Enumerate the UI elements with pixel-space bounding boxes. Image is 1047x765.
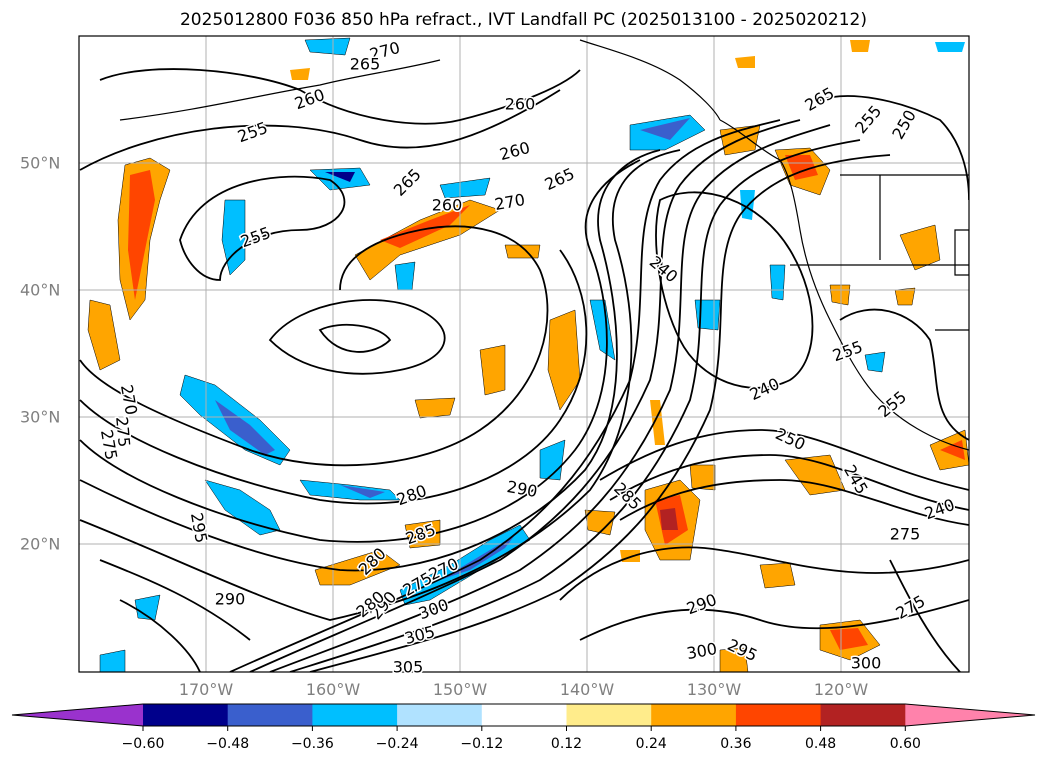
lon-label: 130°W <box>686 680 742 699</box>
colorbar-tick-label: −0.60 <box>121 736 165 752</box>
contour-label: 265 <box>350 55 381 74</box>
colorbar-swatch <box>143 704 229 726</box>
colorbar-tick-label: 0.12 <box>550 736 583 752</box>
colorbar-swatch <box>651 704 737 726</box>
map-frame <box>78 35 970 673</box>
colorbar-swatch <box>397 704 483 726</box>
colorbar-tick-label: 0.60 <box>889 736 921 752</box>
contour-label: 275 <box>112 416 134 448</box>
lon-label: 140°W <box>559 680 615 699</box>
lon-label: 120°W <box>813 680 869 699</box>
contour-label: 260 <box>505 95 536 114</box>
colorbar-swatch <box>481 704 567 726</box>
lat-label: 50°N <box>20 153 61 173</box>
colorbar <box>11 703 1036 731</box>
lat-label: 30°N <box>20 407 61 427</box>
contour-label: 275 <box>890 525 921 544</box>
colorbar-arrow-high <box>905 704 1035 726</box>
lon-label: 170°W <box>178 680 234 699</box>
contour-label: 290 <box>215 590 246 609</box>
colorbar-arrow-low <box>12 704 143 726</box>
colorbar-tick-label: 0.48 <box>805 736 837 752</box>
lon-label: 150°W <box>432 680 488 699</box>
lat-label: 20°N <box>20 534 61 554</box>
negative-anomaly-shading <box>99 37 965 672</box>
colorbar-swatch <box>566 704 652 726</box>
contour-label: 300 <box>851 654 882 673</box>
map-title: 2025012800 F036 850 hPa refract., IVT La… <box>179 10 867 30</box>
contour-label: 305 <box>393 658 424 677</box>
colorbar-swatch <box>227 704 313 726</box>
map-plot-area <box>79 36 969 672</box>
coastlines <box>119 39 969 451</box>
lon-label: 160°W <box>305 680 361 699</box>
colorbar-swatch <box>820 704 906 726</box>
graticule <box>79 36 969 672</box>
positive-anomaly-shading <box>87 40 969 672</box>
colorbar-tick-label: 0.36 <box>720 736 752 752</box>
colorbar-tick-label: 0.24 <box>635 736 667 752</box>
colorbar-tick-label: −0.36 <box>290 736 334 752</box>
colorbar-swatch <box>735 704 822 726</box>
colorbar-tick-label: −0.48 <box>206 736 250 752</box>
contour-label: 260 <box>432 196 463 215</box>
colorbar-tick-label: −0.12 <box>460 736 504 752</box>
refractivity-contours <box>79 68 969 672</box>
colorbar-tick-label: −0.24 <box>375 736 419 752</box>
lat-label: 40°N <box>20 280 61 300</box>
colorbar-swatch <box>312 704 398 726</box>
